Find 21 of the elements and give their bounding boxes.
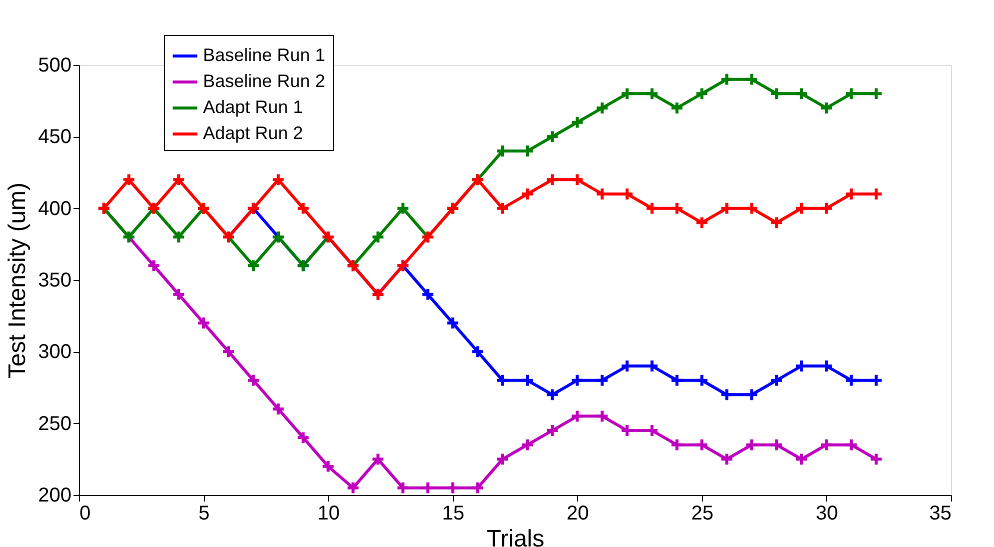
legend-label: Baseline Run 2	[203, 71, 326, 91]
y-tick-label: 350	[38, 270, 72, 292]
x-tick-label: 30	[816, 502, 838, 524]
y-axis-title: Test Intensity (um)	[4, 182, 32, 379]
x-tick-label: 5	[198, 502, 210, 524]
x-tick-label: 20	[566, 502, 589, 524]
x-tick-label: 15	[442, 502, 464, 524]
x-tick-label: 0	[80, 502, 91, 524]
y-tick-label: 450	[38, 126, 72, 148]
x-tick-label: 25	[691, 502, 714, 524]
y-tick-label: 200	[38, 484, 72, 506]
y-tick-label: 300	[38, 341, 72, 364]
x-tick-label: 10	[318, 502, 340, 524]
y-tick-label: 500	[38, 54, 72, 76]
x-axis-title: Trials	[486, 526, 544, 547]
legend-label: Adapt Run 2	[203, 123, 304, 143]
y-tick-label: 400	[38, 198, 72, 220]
x-tick-label: 35	[929, 502, 952, 524]
legend-label: Adapt Run 1	[203, 97, 304, 117]
y-tick-label: 250	[38, 412, 72, 435]
legend-label: Baseline Run 1	[203, 45, 326, 65]
